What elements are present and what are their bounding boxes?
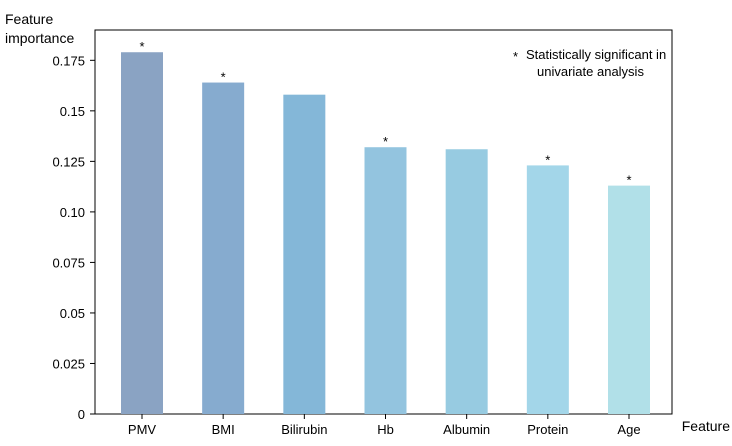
bar-albumin xyxy=(445,149,488,414)
bars: * * * * * xyxy=(121,39,650,415)
x-tick-label: PMV xyxy=(128,422,157,437)
y-tick-label: 0.125 xyxy=(52,154,85,169)
bar-hb xyxy=(364,147,407,414)
x-axis-label: Feature xyxy=(682,418,730,434)
significance-marker: * xyxy=(383,134,388,149)
y-axis-label-line-2: importance xyxy=(5,30,74,46)
y-tick-label: 0.15 xyxy=(60,104,85,119)
x-tick-label: Bilirubin xyxy=(281,422,327,437)
x-axis: PMV BMI Bilirubin Hb Albumin Protein Age xyxy=(128,414,641,437)
y-tick-label: 0.175 xyxy=(52,53,85,68)
significance-marker: * xyxy=(545,152,550,167)
significance-marker: * xyxy=(626,173,631,188)
y-axis-label-line-1: Feature xyxy=(5,11,53,27)
bar-protein xyxy=(526,165,569,414)
significance-marker: * xyxy=(139,39,144,54)
legend-text-line-2: univariate analysis xyxy=(537,64,644,79)
x-tick-label: BMI xyxy=(212,422,235,437)
legend-text-line-1: Statistically significant in xyxy=(526,47,666,62)
bar-bilirubin xyxy=(283,94,326,415)
significance-marker: * xyxy=(221,70,226,85)
y-tick-label: 0.05 xyxy=(60,306,85,321)
legend: * Statistically significant in univariat… xyxy=(513,47,666,79)
bar-pmv xyxy=(121,52,163,415)
bar-age xyxy=(608,185,650,414)
x-tick-label: Hb xyxy=(377,422,394,437)
y-tick-label: 0.075 xyxy=(52,255,85,270)
bar-bmi xyxy=(202,82,245,415)
y-tick-label: 0.025 xyxy=(52,356,85,371)
legend-marker: * xyxy=(513,49,518,64)
y-tick-label: 0 xyxy=(78,407,85,422)
y-tick-label: 0.10 xyxy=(60,205,85,220)
x-tick-label: Age xyxy=(617,422,640,437)
y-axis: 0 0.025 0.05 0.075 0.10 0.125 0.15 0.175 xyxy=(52,53,95,422)
x-tick-label: Albumin xyxy=(443,422,490,437)
x-tick-label: Protein xyxy=(527,422,568,437)
